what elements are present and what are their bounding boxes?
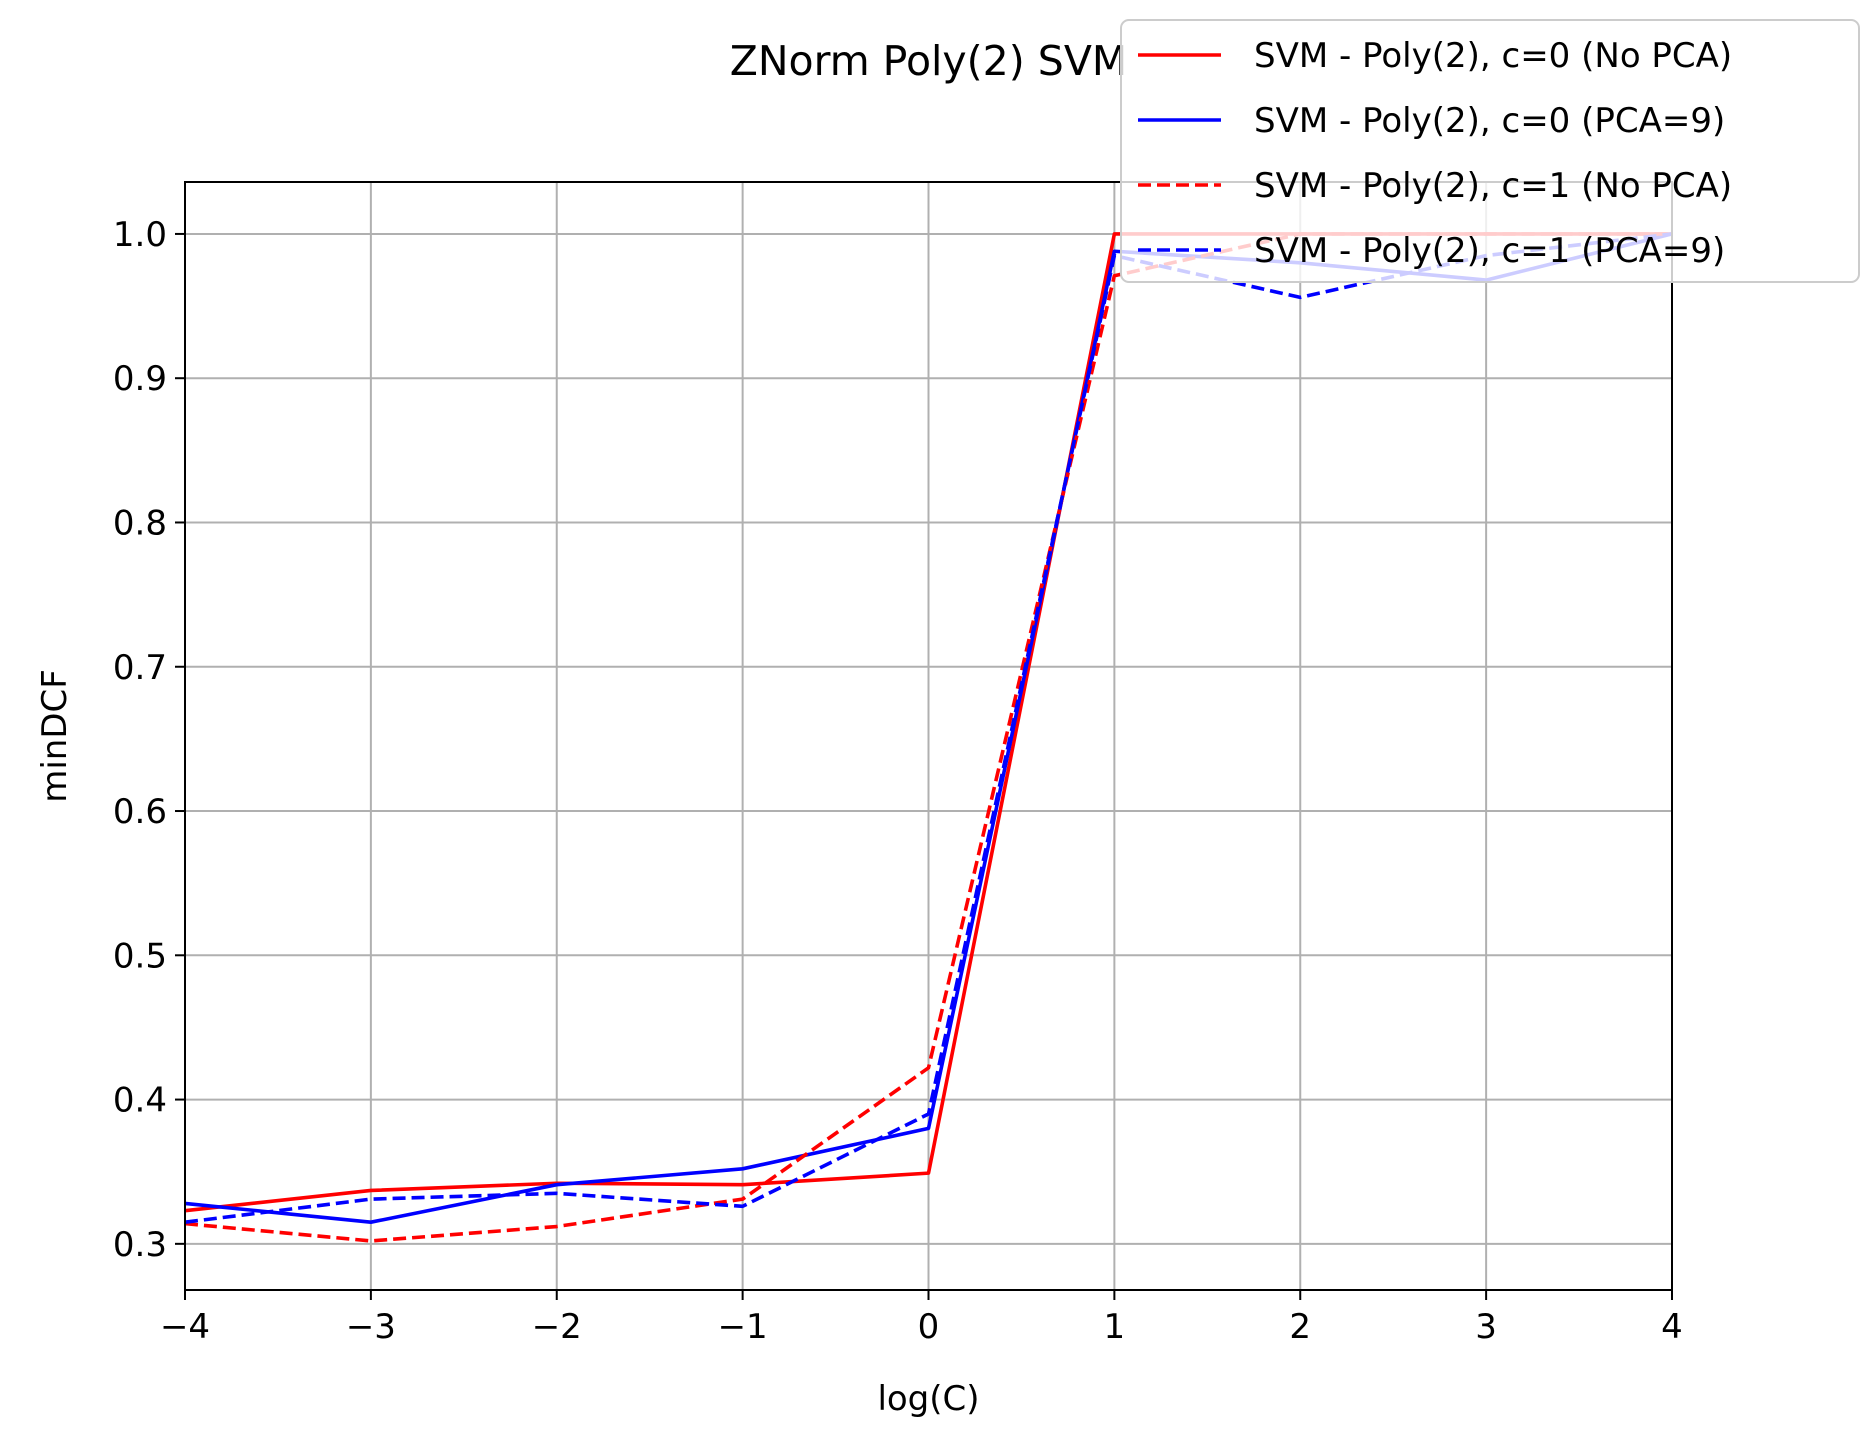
legend-label: SVM - Poly(2), c=0 (PCA=9) <box>1254 101 1725 141</box>
y-tick-label: 0.5 <box>113 936 167 976</box>
x-tick-label: −1 <box>718 1307 768 1347</box>
x-tick-label: −2 <box>532 1307 582 1347</box>
y-tick-label: 1.0 <box>113 215 167 255</box>
x-axis-label: log(C) <box>877 1379 979 1419</box>
y-axis-label: minDCF <box>35 669 75 803</box>
series-line <box>184 232 1672 1243</box>
legend: SVM - Poly(2), c=0 (No PCA) SVM - Poly(2)… <box>1120 19 1860 283</box>
chart-title: ZNorm Poly(2) SVM <box>730 37 1128 85</box>
legend-label: SVM - Poly(2), c=0 (No PCA) <box>1254 36 1732 76</box>
axis-ticks: −4 −3 −2 −1 0 1 2 3 4 0.3 0.4 0.5 0.6 0.7 0.8 0.9 1.0 <box>113 215 1683 1347</box>
y-tick-label: 0.6 <box>113 792 167 832</box>
x-tick-label: 0 <box>918 1307 940 1347</box>
y-tick-label: 0.7 <box>113 648 167 688</box>
x-tick-label: −4 <box>160 1307 210 1347</box>
legend-label: SVM - Poly(2), c=1 (No PCA) <box>1254 166 1732 206</box>
x-tick-label: 2 <box>1289 1307 1311 1347</box>
y-tick-label: 0.4 <box>113 1081 167 1121</box>
legend-box <box>1120 19 1860 283</box>
x-tick-label: 1 <box>1104 1307 1126 1347</box>
y-tick-label: 0.8 <box>113 503 167 543</box>
y-tick-label: 0.9 <box>113 359 167 399</box>
x-tick-label: −3 <box>346 1307 396 1347</box>
x-tick-label: 3 <box>1475 1307 1497 1347</box>
x-tick-label: 4 <box>1661 1307 1683 1347</box>
legend-label: SVM - Poly(2), c=1 (PCA=9) <box>1254 231 1725 271</box>
y-tick-label: 0.3 <box>113 1225 167 1265</box>
grid <box>184 182 1673 1290</box>
